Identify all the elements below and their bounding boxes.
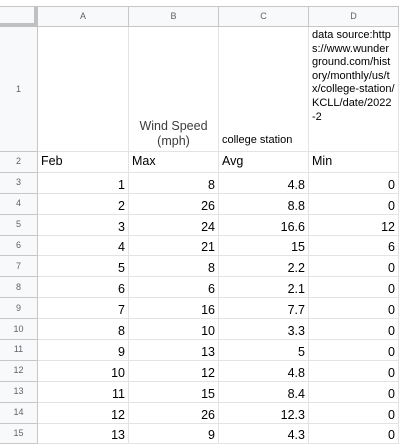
cell-a10[interactable]: 8 bbox=[38, 319, 129, 341]
cell-d2[interactable]: Min bbox=[309, 152, 399, 173]
row-header[interactable]: 7 bbox=[0, 256, 38, 278]
cell-a6[interactable]: 4 bbox=[38, 235, 129, 257]
cell-a15[interactable]: 13 bbox=[38, 423, 129, 444]
cell-c8[interactable]: 2.1 bbox=[219, 277, 309, 299]
cell-a9[interactable]: 7 bbox=[38, 298, 129, 320]
cell-a13[interactable]: 11 bbox=[38, 381, 129, 403]
cell-b13[interactable]: 15 bbox=[129, 381, 219, 403]
cell-a2[interactable]: Feb bbox=[38, 152, 129, 173]
cell-b2[interactable]: Max bbox=[129, 152, 219, 173]
data-source-text: data source:https://www.wunderground.com… bbox=[312, 29, 395, 123]
cell-d6[interactable]: 6 bbox=[309, 235, 399, 257]
row-header[interactable]: 3 bbox=[0, 172, 38, 194]
cell-d7[interactable]: 0 bbox=[309, 256, 399, 278]
cell-d4[interactable]: 0 bbox=[309, 193, 399, 215]
row-header[interactable]: 1 bbox=[0, 27, 38, 152]
cell-c15[interactable]: 4.3 bbox=[219, 423, 309, 444]
cell-b14[interactable]: 26 bbox=[129, 402, 219, 424]
cell-b12[interactable]: 12 bbox=[129, 360, 219, 382]
cell-d15[interactable]: 0 bbox=[309, 423, 399, 444]
column-header-b[interactable]: B bbox=[129, 7, 219, 27]
cell-b8[interactable]: 6 bbox=[129, 277, 219, 299]
cell-c12[interactable]: 4.8 bbox=[219, 360, 309, 382]
column-header-a[interactable]: A bbox=[38, 7, 129, 27]
cell-c13[interactable]: 8.4 bbox=[219, 381, 309, 403]
cell-c14[interactable]: 12.3 bbox=[219, 402, 309, 424]
cell-d5[interactable]: 12 bbox=[309, 214, 399, 236]
cell-c4[interactable]: 8.8 bbox=[219, 193, 309, 215]
cell-d11[interactable]: 0 bbox=[309, 340, 399, 361]
cell-a1[interactable] bbox=[38, 27, 129, 152]
cell-c7[interactable]: 2.2 bbox=[219, 256, 309, 278]
cell-a14[interactable]: 12 bbox=[38, 402, 129, 424]
cell-b3[interactable]: 8 bbox=[129, 172, 219, 194]
row-header[interactable]: 14 bbox=[0, 402, 38, 424]
cell-d1[interactable]: data source:https://www.wunderground.com… bbox=[309, 27, 399, 152]
cell-c10[interactable]: 3.3 bbox=[219, 319, 309, 341]
cell-b11[interactable]: 13 bbox=[129, 340, 219, 361]
cell-c5[interactable]: 16.6 bbox=[219, 214, 309, 236]
cell-d3[interactable]: 0 bbox=[309, 172, 399, 194]
cell-d12[interactable]: 0 bbox=[309, 360, 399, 382]
cell-a5[interactable]: 3 bbox=[38, 214, 129, 236]
cell-a4[interactable]: 2 bbox=[38, 193, 129, 215]
column-header-d[interactable]: D bbox=[309, 7, 399, 27]
row-header[interactable]: 8 bbox=[0, 277, 38, 299]
row-header[interactable]: 11 bbox=[0, 340, 38, 361]
row-header[interactable]: 4 bbox=[0, 193, 38, 215]
cell-b9[interactable]: 16 bbox=[129, 298, 219, 320]
row-header[interactable]: 6 bbox=[0, 235, 38, 257]
college-station-label: college station bbox=[222, 134, 293, 146]
cell-d10[interactable]: 0 bbox=[309, 319, 399, 341]
row-header[interactable]: 12 bbox=[0, 360, 38, 382]
cell-c2[interactable]: Avg bbox=[219, 152, 309, 173]
cell-b4[interactable]: 26 bbox=[129, 193, 219, 215]
cell-a11[interactable]: 9 bbox=[38, 340, 129, 361]
cell-a8[interactable]: 6 bbox=[38, 277, 129, 299]
column-header-c[interactable]: C bbox=[219, 7, 309, 27]
cell-a7[interactable]: 5 bbox=[38, 256, 129, 278]
cell-b10[interactable]: 10 bbox=[129, 319, 219, 341]
cell-c3[interactable]: 4.8 bbox=[219, 172, 309, 194]
select-all-corner[interactable] bbox=[0, 7, 38, 27]
cell-a3[interactable]: 1 bbox=[38, 172, 129, 194]
row-header[interactable]: 15 bbox=[0, 423, 38, 444]
cell-c1[interactable]: college station bbox=[219, 27, 309, 152]
cell-b5[interactable]: 24 bbox=[129, 214, 219, 236]
cell-d8[interactable]: 0 bbox=[309, 277, 399, 299]
row-header[interactable]: 2 bbox=[0, 152, 38, 173]
cell-d14[interactable]: 0 bbox=[309, 402, 399, 424]
spreadsheet-grid: A B C D 1 Wind Speed (mph) college stati… bbox=[0, 6, 399, 444]
cell-b7[interactable]: 8 bbox=[129, 256, 219, 278]
cell-d13[interactable]: 0 bbox=[309, 381, 399, 403]
cell-d9[interactable]: 0 bbox=[309, 298, 399, 320]
row-header[interactable]: 10 bbox=[0, 319, 38, 341]
cell-c9[interactable]: 7.7 bbox=[219, 298, 309, 320]
cell-b1[interactable]: Wind Speed (mph) bbox=[129, 27, 219, 152]
wind-speed-label: Wind Speed (mph) bbox=[139, 119, 208, 148]
toolbar-remnant bbox=[0, 0, 403, 6]
row-header[interactable]: 9 bbox=[0, 298, 38, 320]
row-header[interactable]: 13 bbox=[0, 381, 38, 403]
row-header[interactable]: 5 bbox=[0, 214, 38, 236]
cell-b6[interactable]: 21 bbox=[129, 235, 219, 257]
cell-c11[interactable]: 5 bbox=[219, 340, 309, 361]
cell-b15[interactable]: 9 bbox=[129, 423, 219, 444]
cell-a12[interactable]: 10 bbox=[38, 360, 129, 382]
cell-c6[interactable]: 15 bbox=[219, 235, 309, 257]
